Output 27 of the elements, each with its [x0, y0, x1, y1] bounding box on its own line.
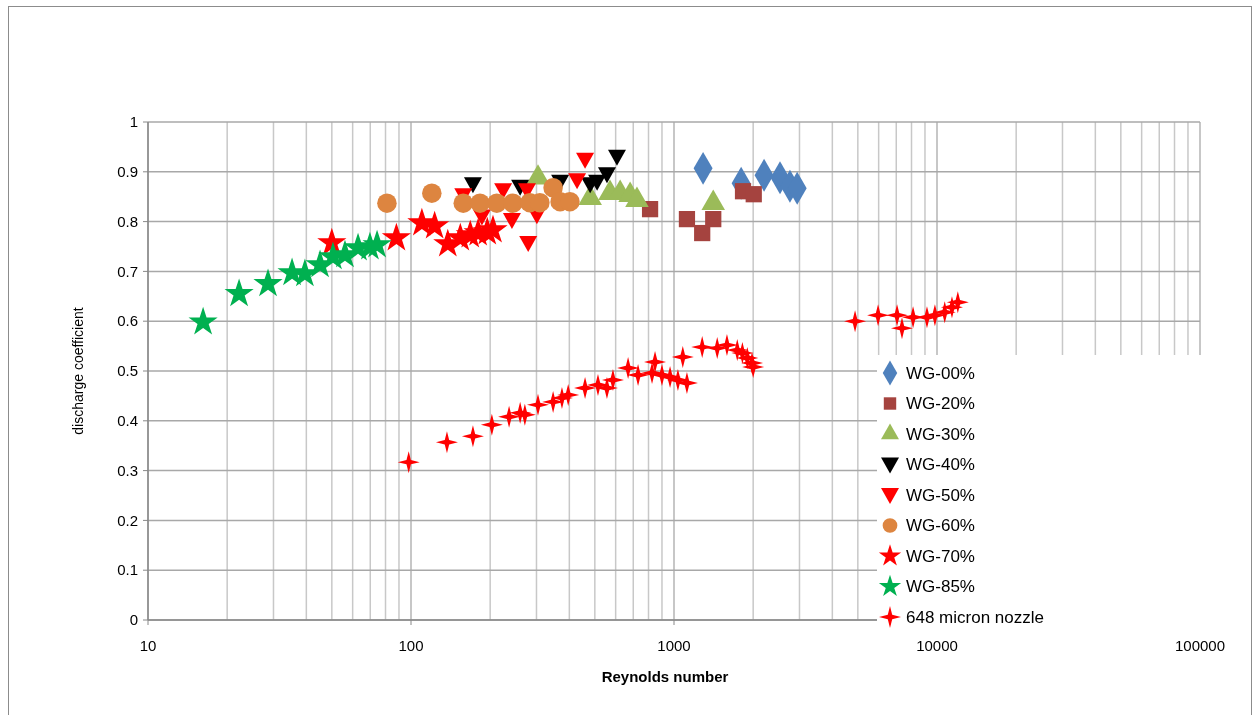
legend-label: WG-20%: [906, 394, 975, 414]
x-tick-label: 100: [398, 637, 424, 654]
legend-label: WG-85%: [906, 577, 975, 597]
y-tick-label: 0.3: [117, 461, 138, 479]
y-tick-label: 0.7: [117, 262, 138, 280]
legend-label: WG-50%: [906, 485, 975, 505]
y-axis-title: discharge coefficient: [70, 307, 86, 435]
legend-label: 648 micron nozzle: [906, 607, 1044, 627]
y-tick-label: 0.6: [117, 312, 138, 330]
x-tick-label: 10000: [916, 637, 958, 654]
y-tick-label: 0.4: [117, 412, 138, 430]
y-tick-label: 0: [129, 611, 138, 629]
y-tick-label: 1: [129, 113, 138, 131]
legend-label: WG-60%: [906, 516, 975, 536]
x-axis-title: Reynolds number: [601, 668, 729, 685]
legend-label: WG-30%: [906, 424, 975, 444]
y-tick-label: 0.2: [117, 511, 138, 529]
y-tick-label: 0.8: [117, 212, 138, 230]
legend-label: WG-40%: [906, 455, 975, 475]
y-tick-label: 0.1: [117, 561, 138, 579]
y-tick-label: 0.5: [117, 362, 138, 380]
y-tick-label: 0.9: [117, 163, 138, 181]
x-tick-label: 100000: [1174, 637, 1226, 654]
legend-label: WG-00%: [906, 363, 975, 383]
legend-label: WG-70%: [906, 546, 975, 566]
x-tick-label: 10: [139, 637, 157, 654]
x-tick-label: 1000: [657, 637, 691, 654]
